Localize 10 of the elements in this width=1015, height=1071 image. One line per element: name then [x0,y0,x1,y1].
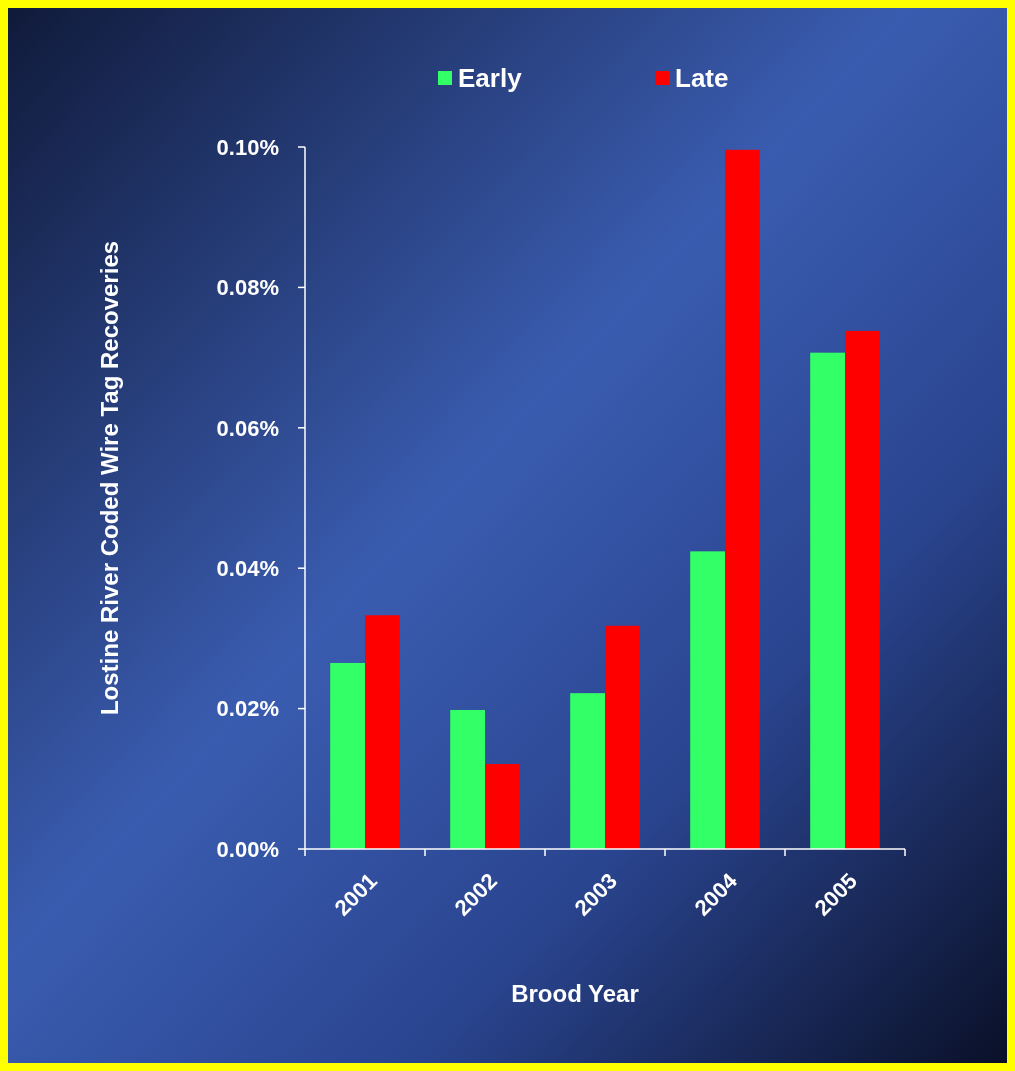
y-axis-title: Lostine River Coded Wire Tag Recoveries [96,240,123,716]
y-tick-label: 0.04% [216,555,279,581]
x-axis-title: Brood Year [511,980,639,1007]
legend-label: Late [675,63,729,94]
y-tick-label: 0.08% [216,275,279,301]
y-tick-label: 0.06% [216,415,279,441]
y-tick-label: 0.00% [216,836,279,862]
y-tick-label: 0.10% [216,134,279,160]
y-tick-label: 0.02% [216,696,279,722]
legend-label: Early [458,63,523,94]
